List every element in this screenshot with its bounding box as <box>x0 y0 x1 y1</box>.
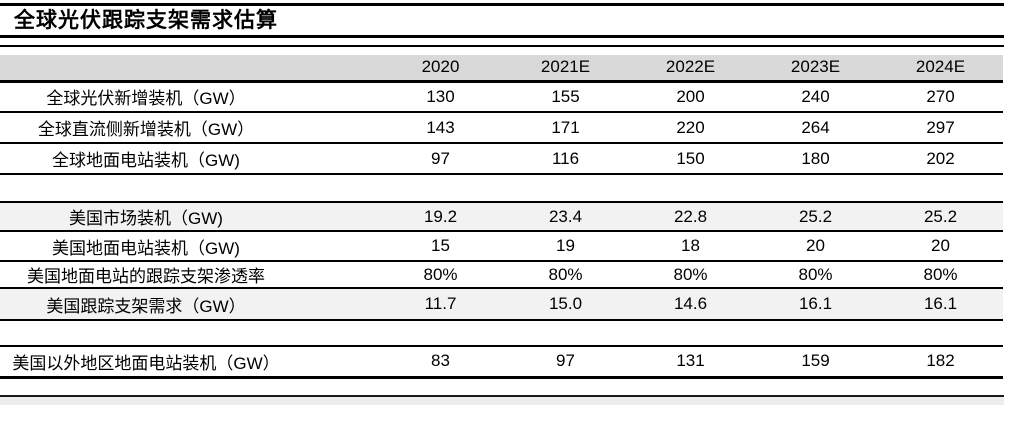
divider-line <box>0 45 1004 47</box>
table-row-ex-us-ground-station-installs: 美国以外地区地面电站装机（GW） 83 97 131 159 182 <box>0 346 1003 377</box>
cell-value: 25.2 <box>798 206 833 226</box>
spacer-row <box>0 174 1003 202</box>
column-header-2021e: 2021E <box>540 57 591 77</box>
row-label: 美国以外地区地面电站装机（GW） <box>12 353 280 373</box>
cell-value: 80% <box>423 264 458 284</box>
column-header-2024e: 2024E <box>915 57 966 77</box>
table-row-global-ground-station-installs: 全球地面电站装机（GW) 97 116 150 180 202 <box>0 143 1003 174</box>
cell-value: 80% <box>548 264 583 284</box>
cell-value: 297 <box>926 117 955 137</box>
cell-value: 80% <box>798 264 833 284</box>
cell-value: 15 <box>431 236 450 255</box>
cell-value: 11.7 <box>424 294 457 313</box>
cell-value: 14.6 <box>673 294 708 313</box>
cell-value: 19 <box>556 236 575 255</box>
cell-value: 159 <box>801 351 830 371</box>
cell-value: 182 <box>926 351 955 371</box>
cell-value: 19.2 <box>423 206 458 226</box>
table-row-us-ground-station-installs: 美国地面电站装机（GW) 15 19 18 20 20 <box>0 231 1003 261</box>
demand-estimate-table: 2020 2021E 2022E 2023E 2024E 全球光伏新增装机（GW… <box>0 55 1003 379</box>
cell-value: 180 <box>801 148 830 168</box>
cell-value: 155 <box>551 86 580 106</box>
row-label: 美国跟踪支架需求（GW） <box>46 296 246 316</box>
table-row-global-pv-new-installs: 全球光伏新增装机（GW） 130 155 200 240 270 <box>0 81 1003 112</box>
cell-value: 80% <box>673 264 708 284</box>
table-header-row: 2020 2021E 2022E 2023E 2024E <box>0 55 1003 81</box>
cell-value: 116 <box>551 148 580 168</box>
column-header-2022e: 2022E <box>665 57 716 77</box>
cell-value: 83 <box>431 351 450 371</box>
cell-value: 22.8 <box>673 206 708 226</box>
cell-value: 200 <box>676 86 705 106</box>
header-corner-cell <box>0 55 378 81</box>
bottom-divider-line <box>0 394 1004 397</box>
cell-value: 97 <box>431 148 450 168</box>
cell-value: 202 <box>926 148 955 168</box>
cell-value: 131 <box>676 351 705 371</box>
cell-value: 240 <box>801 86 830 106</box>
cell-value: 18 <box>681 236 700 255</box>
cell-value: 264 <box>801 117 830 137</box>
cell-value: 143 <box>426 117 455 137</box>
cell-value: 25.2 <box>923 206 958 226</box>
cell-value: 20 <box>806 236 825 255</box>
cell-value: 23.4 <box>548 206 583 226</box>
table-row-global-dc-new-installs: 全球直流侧新增装机（GW） 143 171 220 264 297 <box>0 112 1003 143</box>
column-header-2020: 2020 <box>421 57 460 77</box>
row-label: 美国地面电站装机（GW) <box>52 238 240 258</box>
cell-value: 16.1 <box>798 294 833 313</box>
cell-value: 16.1 <box>923 294 958 313</box>
table-title-block: 全球光伏跟踪支架需求估算 <box>0 3 1004 38</box>
cell-value: 20 <box>931 236 950 255</box>
row-label: 全球地面电站装机（GW) <box>52 151 240 170</box>
cell-value: 130 <box>426 86 455 106</box>
row-label: 美国地面电站的跟踪支架渗透率 <box>27 267 265 286</box>
cell-value: 150 <box>676 148 705 168</box>
table-row-us-tracker-penetration: 美国地面电站的跟踪支架渗透率 80% 80% 80% 80% 80% <box>0 261 1003 288</box>
cell-value: 97 <box>556 351 575 371</box>
row-label: 全球直流侧新增装机（GW） <box>37 120 255 139</box>
next-section-strip <box>0 396 1004 405</box>
table-row-us-tracker-demand: 美国跟踪支架需求（GW） 11.7 15.0 14.6 16.1 16.1 <box>0 288 1003 320</box>
table-row-us-market-installs: 美国市场装机（GW) 19.2 23.4 22.8 25.2 25.2 <box>0 202 1003 231</box>
cell-value: 270 <box>926 86 955 106</box>
cell-value: 171 <box>551 117 580 137</box>
page-title: 全球光伏跟踪支架需求估算 <box>14 9 278 32</box>
report-table-page: 全球光伏跟踪支架需求估算 2020 2021E 2022E 2023E 2024… <box>0 3 1009 426</box>
spacer-row <box>0 320 1003 346</box>
column-header-2023e: 2023E <box>790 57 841 77</box>
cell-value: 220 <box>676 117 705 137</box>
cell-value: 80% <box>923 264 958 284</box>
row-label: 美国市场装机（GW) <box>69 209 223 228</box>
cell-value: 15.0 <box>548 294 583 313</box>
row-label: 全球光伏新增装机（GW） <box>46 89 246 109</box>
